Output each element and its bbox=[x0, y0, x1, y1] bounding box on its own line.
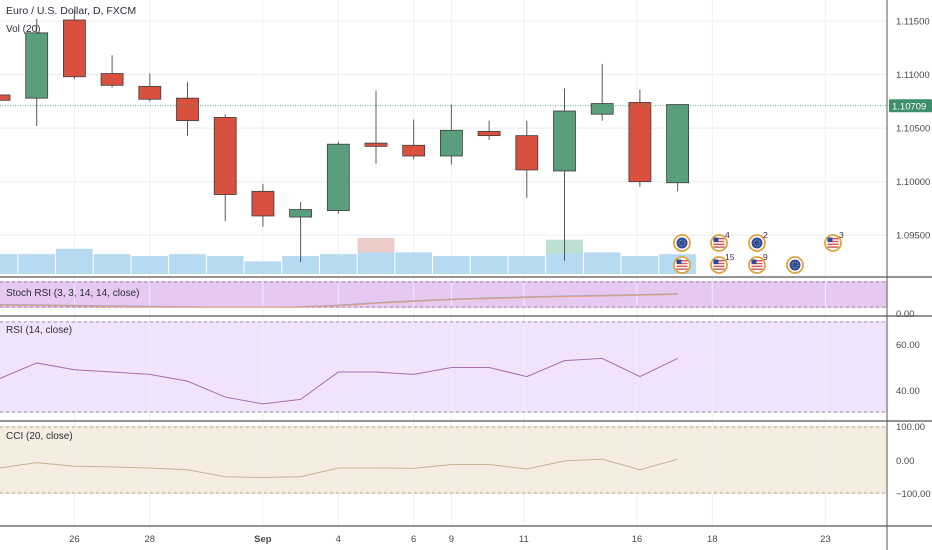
us-flag-icon[interactable] bbox=[710, 256, 728, 274]
price-tick: 1.10500 bbox=[896, 124, 930, 135]
price-tick: 1.11500 bbox=[896, 17, 930, 28]
cci-band bbox=[0, 426, 887, 494]
candle-body bbox=[326, 143, 350, 211]
us-flag-icon[interactable] bbox=[748, 256, 766, 274]
cci-label[interactable]: CCI (20, close) bbox=[6, 431, 73, 442]
candle-body bbox=[176, 97, 199, 122]
candle-body bbox=[477, 130, 501, 137]
eu-flag-icon[interactable] bbox=[786, 256, 804, 274]
us-flag-icon[interactable] bbox=[673, 256, 691, 274]
volume-bar bbox=[244, 261, 282, 274]
cci-line bbox=[0, 458, 678, 478]
event-count: 4 bbox=[725, 230, 730, 240]
stoch-rsi-d-line bbox=[0, 294, 678, 308]
candle-body bbox=[63, 19, 86, 78]
candle-body bbox=[439, 129, 463, 157]
symbol-title[interactable]: Euro / U.S. Dollar, D, FXCM bbox=[6, 5, 136, 17]
date-tick: 4 bbox=[336, 534, 341, 545]
candle-body bbox=[138, 85, 162, 100]
last-price-badge bbox=[889, 99, 932, 113]
date-tick: 18 bbox=[707, 534, 718, 545]
volume-bar bbox=[169, 254, 206, 274]
volume-bar bbox=[18, 254, 56, 274]
price-axis[interactable]: 1.11500 1.11000 1.10500 1.10000 1.09500 bbox=[896, 17, 930, 242]
eu-flag-icon[interactable] bbox=[673, 234, 691, 252]
eu-flag-icon[interactable] bbox=[748, 234, 766, 252]
candle-body bbox=[100, 73, 124, 86]
candle-body bbox=[0, 94, 11, 101]
rsi-label[interactable]: RSI (14, close) bbox=[6, 325, 72, 336]
rsi-band bbox=[0, 321, 887, 413]
stoch-rsi-band bbox=[0, 281, 887, 308]
price-tick: 1.10000 bbox=[896, 177, 930, 188]
candlesticks bbox=[0, 10, 689, 262]
date-tick: 6 bbox=[411, 534, 416, 545]
rsi-tick-40: 40.00 bbox=[896, 386, 920, 397]
event-count: 9 bbox=[763, 252, 768, 262]
candle-body bbox=[25, 32, 49, 99]
stoch-tick: 0.00 bbox=[896, 309, 915, 320]
event-count: 2 bbox=[763, 230, 768, 240]
volume-bars bbox=[0, 238, 696, 274]
rsi-line bbox=[0, 357, 678, 405]
volume-bar bbox=[583, 252, 621, 274]
date-tick: Sep bbox=[254, 534, 272, 545]
volume-bar bbox=[93, 254, 131, 274]
us-flag-icon[interactable] bbox=[824, 234, 842, 252]
volume-bar bbox=[470, 256, 508, 274]
candle-body bbox=[553, 110, 576, 172]
us-flag-icon[interactable] bbox=[710, 234, 728, 252]
candle-body bbox=[515, 135, 539, 171]
volume-bar bbox=[0, 254, 18, 274]
date-tick: 28 bbox=[145, 534, 156, 545]
volume-bar bbox=[433, 256, 470, 274]
date-tick: 26 bbox=[69, 534, 80, 545]
candle-body bbox=[666, 104, 689, 184]
candle-body bbox=[590, 103, 614, 115]
date-tick: 16 bbox=[632, 534, 643, 545]
cci-tick-neg100: −100.00 bbox=[896, 489, 931, 500]
volume-bar bbox=[621, 256, 659, 274]
price-tick: 1.11000 bbox=[896, 70, 930, 81]
candle-body bbox=[364, 142, 388, 147]
date-tick: 9 bbox=[449, 534, 454, 545]
event-count: 3 bbox=[839, 230, 844, 240]
volume-bar-highlight bbox=[357, 238, 395, 253]
last-price-label: 1.10709 bbox=[892, 101, 926, 112]
candle-body bbox=[402, 144, 426, 157]
date-tick: 23 bbox=[820, 534, 831, 545]
volume-bar bbox=[508, 256, 546, 274]
rsi-tick-60: 60.00 bbox=[896, 340, 920, 351]
cci-tick-100: 100.00 bbox=[896, 422, 925, 433]
volume-bar bbox=[131, 256, 169, 274]
candle-body bbox=[628, 102, 652, 183]
volume-label[interactable]: Vol (20) bbox=[6, 24, 40, 35]
price-tick: 1.09500 bbox=[896, 231, 930, 242]
economic-events[interactable]: 4 2 3 15 9 bbox=[673, 230, 844, 274]
candle-body bbox=[289, 209, 313, 218]
candle-body bbox=[251, 190, 275, 217]
date-axis[interactable]: 26 28 Sep 4 6 9 11 16 18 23 bbox=[69, 534, 831, 545]
stoch-rsi-k-line bbox=[0, 293, 678, 308]
date-tick: 11 bbox=[519, 534, 529, 545]
cci-tick-0: 0.00 bbox=[896, 456, 915, 467]
stoch-rsi-label[interactable]: Stoch RSI (3, 3, 14, 14, close) bbox=[6, 288, 139, 299]
volume-bar bbox=[319, 254, 357, 274]
volume-bar bbox=[395, 252, 433, 274]
event-count: 15 bbox=[725, 252, 735, 262]
candle-body bbox=[213, 117, 237, 195]
volume-bar bbox=[282, 256, 319, 274]
volume-bar bbox=[56, 248, 93, 274]
volume-bar bbox=[206, 256, 244, 274]
